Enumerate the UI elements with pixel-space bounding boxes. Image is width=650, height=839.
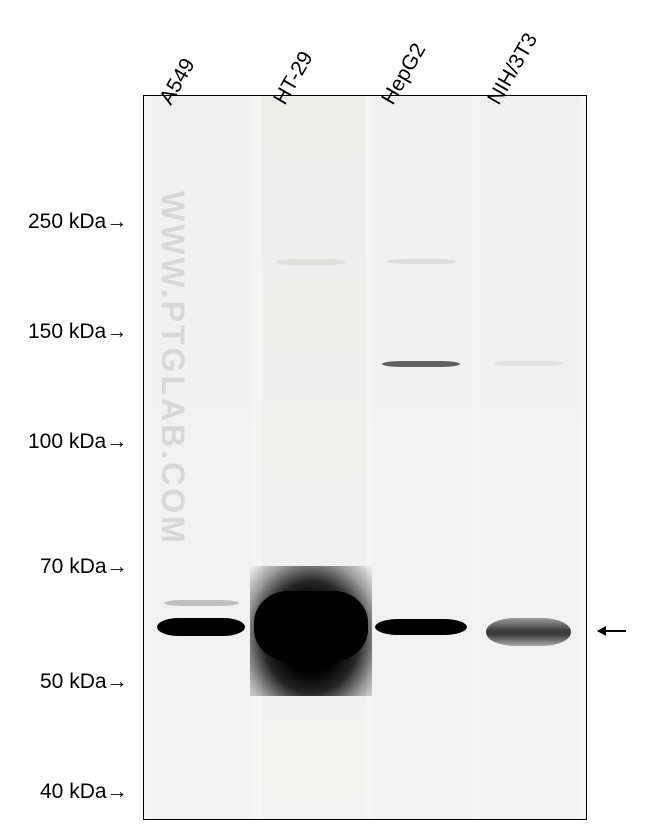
lane-shade-4 — [480, 96, 580, 819]
band-hepg2-250k — [386, 259, 456, 264]
figure-container: WWW.PTGLAB.COM A549 HT-29 HepG2 NIH/3T3 … — [0, 0, 650, 839]
mw-text-40: 40 kDa — [40, 780, 107, 803]
arrow-icon: → — [107, 555, 128, 578]
mw-label-100: 100 kDa→ — [28, 430, 127, 454]
arrow-icon: → — [107, 780, 128, 803]
mw-label-50: 50 kDa→ — [40, 670, 128, 694]
mw-label-70: 70 kDa→ — [40, 555, 128, 579]
mw-text-100: 100 kDa — [28, 430, 106, 453]
band-hepg2-130k — [382, 361, 460, 367]
mw-text-250: 250 kDa — [28, 210, 106, 233]
arrow-icon: → — [106, 320, 127, 343]
band-ht29-core — [254, 591, 368, 661]
lane-shade-2 — [262, 96, 366, 819]
band-ht29-faint-high — [276, 259, 346, 265]
band-nih3t3-diffuse — [486, 618, 571, 646]
mw-label-150: 150 kDa→ — [28, 320, 127, 344]
blot-membrane: WWW.PTGLAB.COM — [143, 95, 587, 820]
arrow-icon: → — [106, 430, 127, 453]
mw-text-50: 50 kDa — [40, 670, 107, 693]
band-nih3t3-faint — [494, 361, 564, 366]
band-hepg2-main — [375, 619, 467, 635]
arrow-icon: → — [107, 670, 128, 693]
band-a549-main — [157, 618, 245, 636]
mw-label-250: 250 kDa→ — [28, 210, 127, 234]
mw-text-150: 150 kDa — [28, 320, 106, 343]
watermark-text: WWW.PTGLAB.COM — [154, 191, 191, 546]
arrow-icon: → — [106, 210, 127, 233]
target-band-arrow-icon — [598, 630, 626, 632]
mw-label-40: 40 kDa→ — [40, 780, 128, 804]
band-a549-faint — [164, 600, 239, 606]
mw-text-70: 70 kDa — [40, 555, 107, 578]
lane-shade-3 — [372, 96, 472, 819]
